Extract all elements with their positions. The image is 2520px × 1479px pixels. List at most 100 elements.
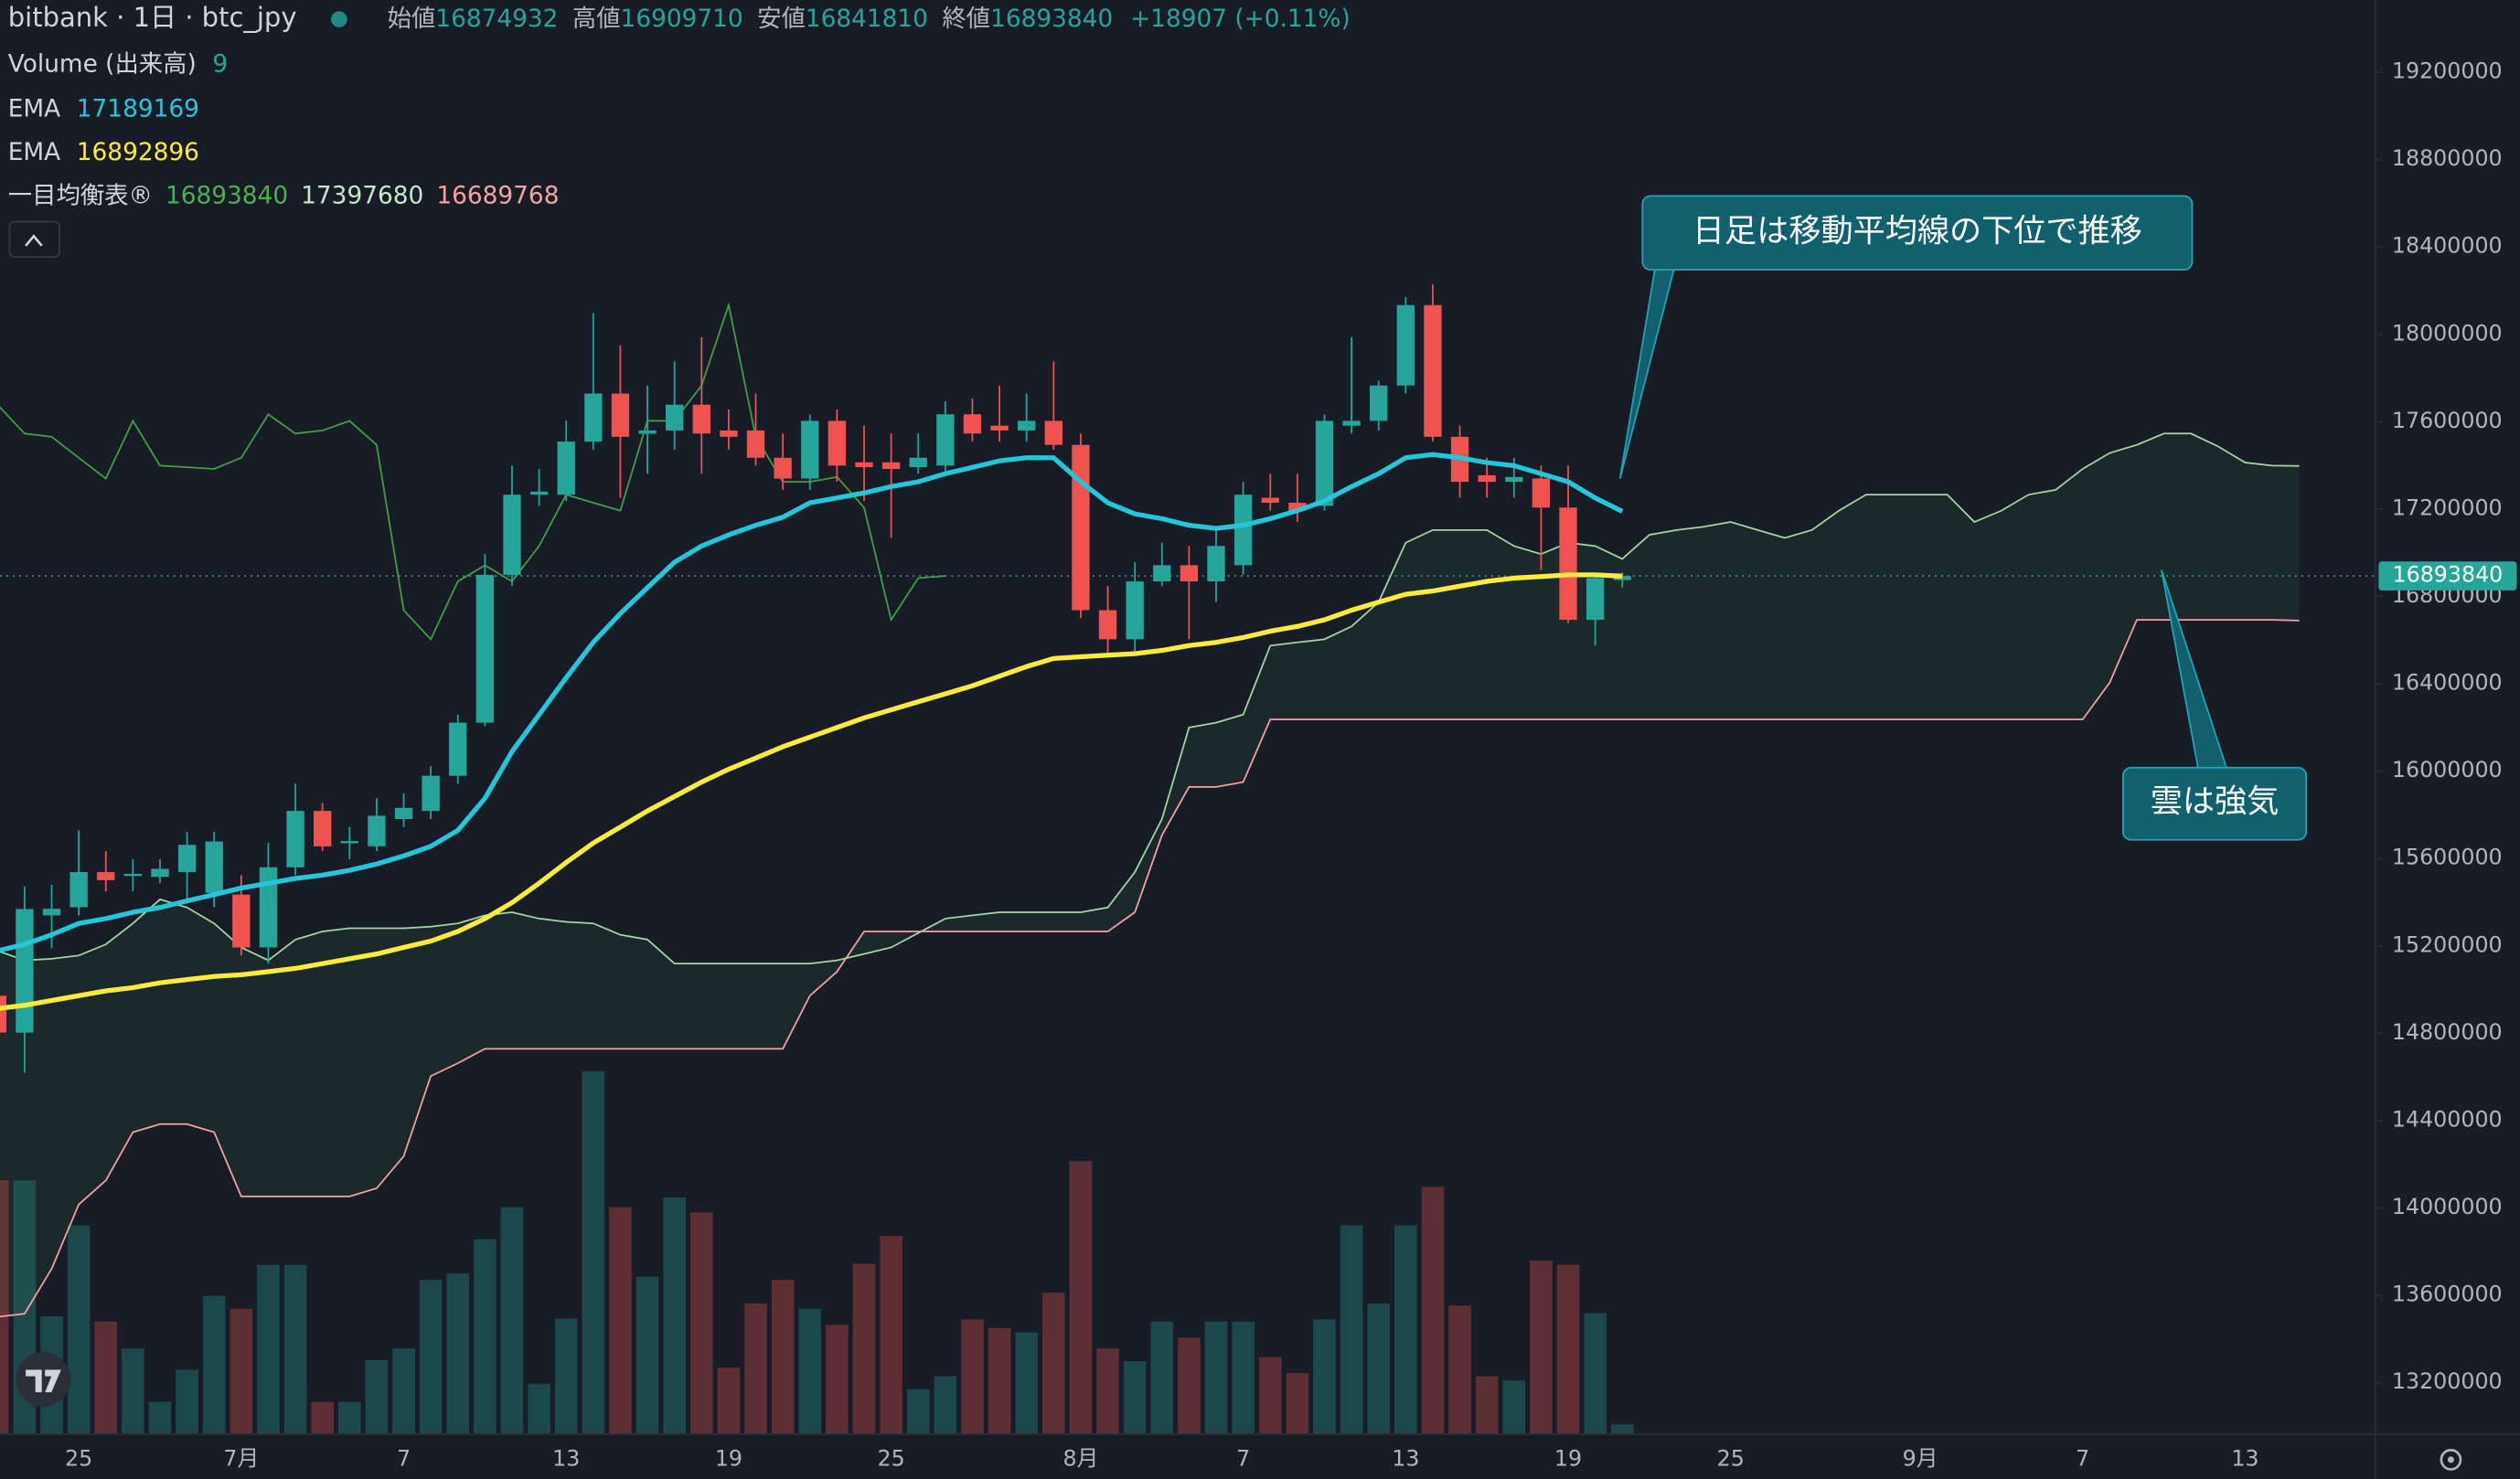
low-label: 安値 (757, 5, 806, 33)
volume-bar (689, 1212, 713, 1434)
candle-body (16, 909, 34, 1033)
ema-legend: EMA 16892896 (8, 138, 199, 165)
ichimoku-cloud (0, 433, 2300, 1317)
legend-value: 16893840 (166, 182, 288, 209)
close-value: 16893840 (990, 5, 1113, 33)
volume-bar (500, 1207, 524, 1434)
candle-body (828, 420, 847, 466)
y-tick-label: 18800000 (2392, 145, 2503, 171)
volume-bar (0, 1180, 9, 1434)
candle-body (286, 811, 304, 867)
logo-circle[interactable] (16, 1352, 71, 1407)
volume-bar (934, 1376, 957, 1434)
volume-bar (1584, 1313, 1607, 1434)
volume-bar (582, 1070, 605, 1434)
ohlc: 始値16874932 高値16909710 安値16841810 終値16893… (388, 5, 1351, 33)
candle-body (720, 430, 738, 437)
volume-bar (1286, 1373, 1309, 1434)
candle-body (1072, 444, 1090, 611)
collapse-button[interactable] (8, 220, 60, 258)
candle-body (475, 574, 495, 723)
y-tick-label: 14000000 (2392, 1194, 2503, 1219)
candle-body (1342, 420, 1361, 426)
x-tick-label: 7 (397, 1445, 411, 1471)
logo-mark[interactable] (26, 1369, 61, 1393)
candle-body (1233, 495, 1253, 566)
candle-body (1532, 478, 1551, 508)
x-tick-label: 13 (1392, 1445, 1419, 1471)
button-frame[interactable] (8, 220, 60, 258)
volume-bar (1556, 1264, 1580, 1434)
logo[interactable] (16, 1352, 71, 1407)
candle-body (123, 873, 143, 877)
candle-body (855, 462, 873, 468)
volume-bar (1096, 1348, 1119, 1434)
high-value: 16909710 (621, 5, 743, 33)
volume-bar (176, 1369, 198, 1434)
volume-bar (67, 1225, 91, 1434)
volume-legend: Volume (出来高) 9 (8, 50, 228, 78)
volume-bar (906, 1389, 930, 1434)
open-label: 始値 (388, 5, 436, 33)
candle-body (584, 393, 603, 442)
candle-body (1586, 578, 1605, 621)
y-tick-label: 19200000 (2392, 59, 2503, 84)
volume-bar (635, 1276, 659, 1434)
volume-bar (94, 1321, 118, 1434)
candle-body (1478, 474, 1496, 483)
legend-name: Volume (出来高) (8, 50, 197, 78)
candle-body (1424, 304, 1442, 437)
candle-body (503, 495, 521, 575)
volume-bar (1502, 1380, 1526, 1434)
volume-bar (230, 1308, 253, 1434)
y-tick-label: 15200000 (2392, 931, 2503, 957)
x-tick-label: 9月 (1903, 1445, 1938, 1471)
candle-body (638, 430, 657, 434)
candle-body (909, 457, 927, 468)
chevron-icon[interactable] (25, 234, 43, 247)
ichimoku-line (0, 302, 945, 641)
y-tick-label: 18400000 (2392, 233, 2503, 259)
volume-bar (1530, 1261, 1553, 1434)
volume-bar (528, 1383, 550, 1434)
candle-body (774, 457, 792, 479)
candle-body (801, 420, 819, 479)
volume-bar (1123, 1361, 1147, 1434)
volume-bar (1448, 1305, 1471, 1434)
x-tick-label: 25 (1717, 1445, 1745, 1471)
candle-body (394, 807, 413, 819)
candle-body (1207, 546, 1225, 582)
volume-bar (609, 1207, 632, 1434)
open-value: 16874932 (435, 5, 558, 33)
candle-body (692, 404, 710, 434)
status-dot (331, 11, 347, 27)
annotation: 雲は強気 (2121, 569, 2308, 841)
volume-bar (1204, 1321, 1228, 1434)
x-tick-label: 25 (878, 1445, 905, 1471)
volume-bar (1475, 1376, 1499, 1434)
gear-icon[interactable] (2440, 1449, 2462, 1471)
candle-body (232, 894, 251, 948)
x-tick-label: 7 (1236, 1445, 1250, 1471)
volume-bar (337, 1401, 361, 1434)
volume-bar (283, 1264, 307, 1434)
x-tick-label: 19 (1554, 1445, 1582, 1471)
legend-name: EMA (8, 95, 60, 122)
x-tick-label: 8月 (1063, 1445, 1099, 1471)
volume-bar (474, 1239, 497, 1434)
candle-body (1288, 503, 1307, 511)
candle-body (557, 442, 575, 495)
legend-value: 16892896 (77, 138, 199, 165)
candle-body (1396, 304, 1415, 386)
volume-bar (446, 1273, 470, 1434)
legend-name: 一目均衡表® (8, 182, 153, 209)
volume-bar (1069, 1161, 1093, 1434)
y-tick-label: 15600000 (2392, 845, 2503, 870)
candle-body (42, 909, 61, 916)
settings-button[interactable] (2440, 1449, 2462, 1471)
ichimoku-legend: 一目均衡表® 16893840 17397680 16689768 (8, 182, 560, 209)
gear-hub[interactable] (2447, 1456, 2454, 1463)
annotation: 日足は移動平均線の下位で推移 (1618, 195, 2194, 479)
